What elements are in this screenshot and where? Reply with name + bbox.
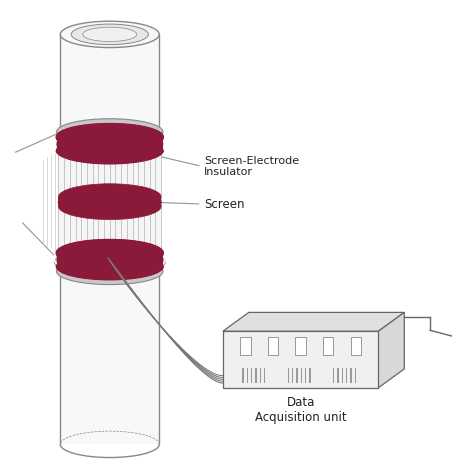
Bar bbox=[351, 337, 361, 355]
Ellipse shape bbox=[56, 124, 163, 150]
Text: Screen-Electrode
Insulator: Screen-Electrode Insulator bbox=[204, 155, 299, 177]
Polygon shape bbox=[378, 312, 404, 388]
Ellipse shape bbox=[56, 258, 163, 284]
Ellipse shape bbox=[56, 118, 163, 145]
Bar bbox=[323, 337, 333, 355]
Bar bbox=[346, 368, 347, 383]
Bar bbox=[251, 368, 252, 383]
Polygon shape bbox=[58, 150, 161, 253]
Bar bbox=[355, 368, 356, 383]
Bar bbox=[333, 368, 334, 383]
Ellipse shape bbox=[56, 137, 163, 164]
Text: Data
Acquisition unit: Data Acquisition unit bbox=[255, 396, 346, 424]
Bar bbox=[296, 368, 298, 383]
Polygon shape bbox=[58, 197, 161, 206]
Bar bbox=[342, 368, 343, 383]
Ellipse shape bbox=[56, 240, 163, 266]
Bar bbox=[260, 368, 261, 383]
Bar bbox=[242, 368, 244, 383]
Bar bbox=[305, 368, 306, 383]
Polygon shape bbox=[60, 35, 159, 444]
Bar bbox=[350, 368, 352, 383]
Ellipse shape bbox=[56, 253, 163, 279]
Ellipse shape bbox=[58, 193, 161, 219]
Ellipse shape bbox=[58, 184, 161, 210]
Polygon shape bbox=[223, 312, 404, 331]
Text: Screen: Screen bbox=[204, 198, 245, 210]
Ellipse shape bbox=[60, 21, 159, 47]
Bar bbox=[288, 368, 289, 383]
Bar bbox=[337, 368, 339, 383]
Bar bbox=[268, 337, 278, 355]
Bar bbox=[301, 368, 302, 383]
Polygon shape bbox=[56, 253, 163, 266]
Polygon shape bbox=[56, 137, 163, 150]
Bar bbox=[246, 368, 248, 383]
Polygon shape bbox=[56, 132, 163, 144]
Ellipse shape bbox=[56, 131, 163, 157]
Bar bbox=[255, 368, 256, 383]
Ellipse shape bbox=[83, 27, 137, 42]
Bar bbox=[295, 337, 306, 355]
Polygon shape bbox=[223, 331, 378, 388]
Bar bbox=[264, 368, 265, 383]
Bar bbox=[309, 368, 310, 383]
Bar bbox=[292, 368, 293, 383]
Bar bbox=[240, 337, 250, 355]
Ellipse shape bbox=[56, 246, 163, 273]
Ellipse shape bbox=[71, 24, 148, 45]
Polygon shape bbox=[56, 259, 163, 272]
